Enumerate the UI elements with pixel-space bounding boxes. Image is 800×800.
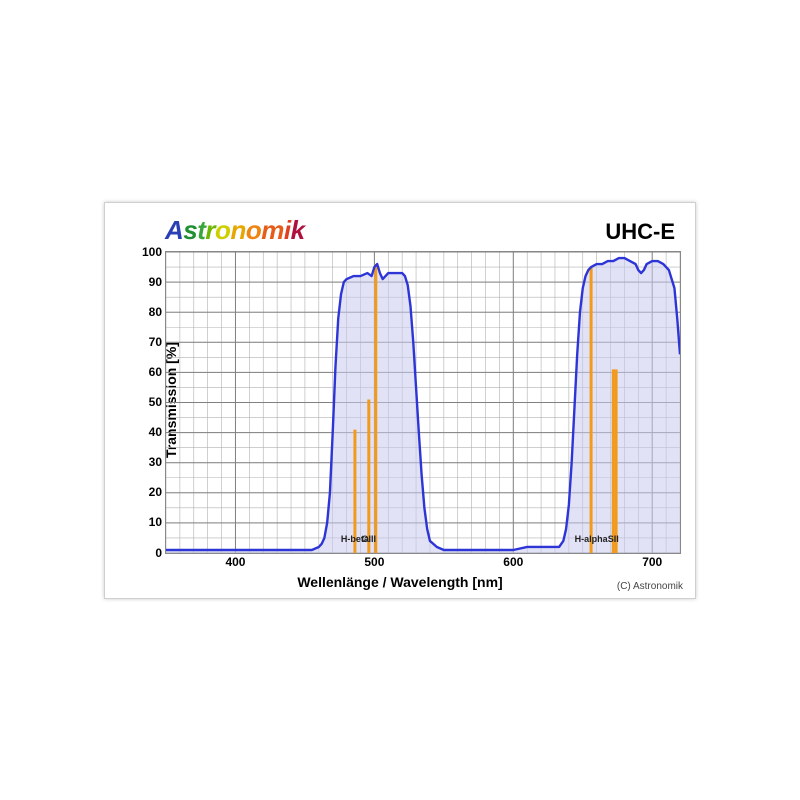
y-tick-label: 80 [149,305,162,319]
x-tick-label: 700 [642,555,662,569]
x-tick-label: 400 [225,555,245,569]
x-tick-label: 500 [364,555,384,569]
y-tick-label: 0 [155,546,162,560]
emission-line-label: SII [608,534,619,544]
y-tick-label: 100 [142,245,162,259]
brand-logo: Astronomik [165,215,305,246]
y-tick-label: 70 [149,335,162,349]
canvas: Astronomik UHC-E Transmission [%] Wellen… [0,0,800,800]
y-tick-label: 30 [149,455,162,469]
y-tick-label: 20 [149,485,162,499]
y-tick-label: 50 [149,395,162,409]
chart-card: Astronomik UHC-E Transmission [%] Wellen… [104,202,696,599]
plot-area: 0102030405060708090100400500600700H-beta… [165,251,681,554]
y-tick-label: 10 [149,515,162,529]
x-tick-label: 600 [503,555,523,569]
x-axis-label: Wellenlänge / Wavelength [nm] [297,574,502,590]
product-label: UHC-E [605,219,675,245]
copyright: (C) Astronomik [617,581,683,592]
y-tick-label: 40 [149,425,162,439]
emission-line-label: OIII [362,534,377,544]
y-tick-label: 60 [149,365,162,379]
emission-line-label: H-alpha [575,534,608,544]
y-tick-label: 90 [149,275,162,289]
chart-svg [166,252,680,553]
